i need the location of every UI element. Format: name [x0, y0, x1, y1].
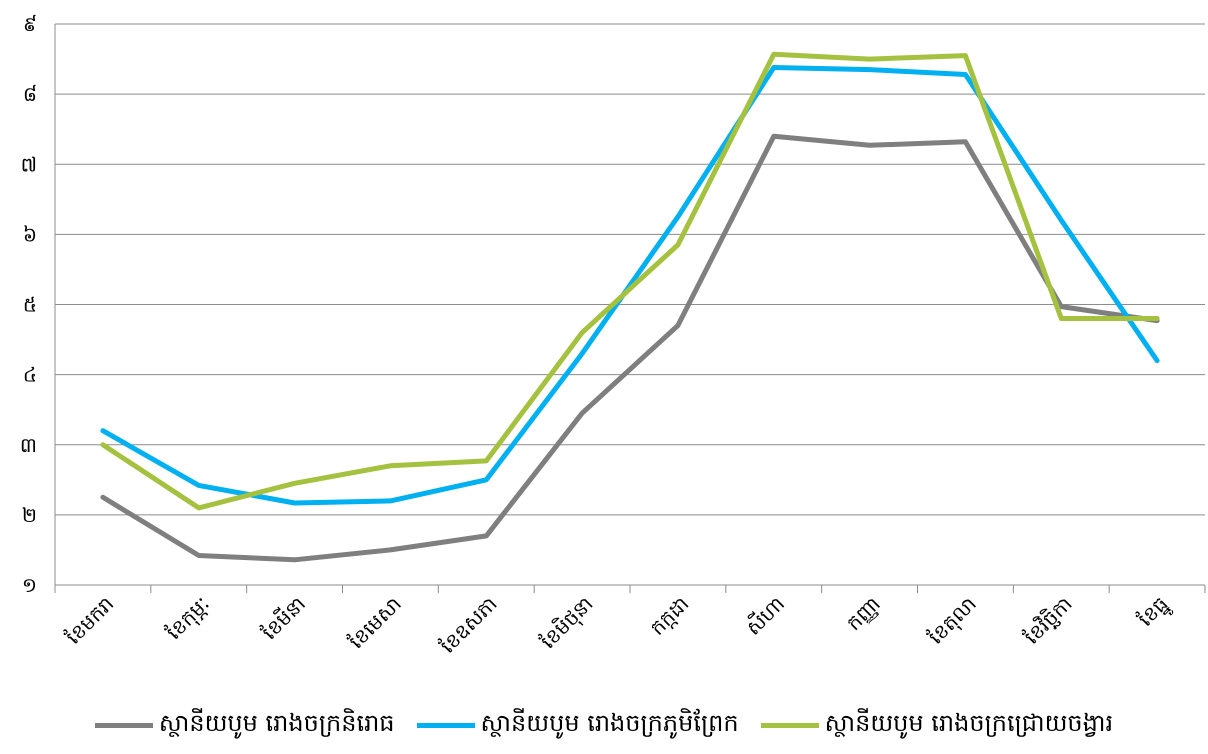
y-tick-label: ៦: [23, 222, 37, 246]
legend: ស្ថានីយបូម រោងចក្រនិរោធ ស្ថានីយបូម រោងចក…: [0, 700, 1208, 750]
legend-label-series-3: ស្ថានីយបូម រោងចក្រជ្រោយចង្វារ: [824, 708, 1114, 737]
x-tick-label: ខែធ្នូ: [1133, 592, 1175, 634]
series-line-1: [100, 133, 1160, 563]
x-tick-label: ខែវិច្ឆិកា: [1019, 591, 1077, 649]
x-tick-label: ខែតុលា: [924, 592, 983, 651]
x-tick-label: កញ្ញា: [841, 592, 885, 636]
series-lines: [100, 51, 1160, 563]
y-axis-tick-labels: ១ ២ ៣ ៤ ៥ ៦ ៧ ៨ ៩: [20, 12, 37, 597]
y-tick-label: ៣: [20, 433, 37, 457]
y-tick-label: ៩: [23, 12, 37, 36]
y-tick-label: ៥: [23, 293, 37, 317]
x-tick-label: ខែមេសា: [344, 592, 406, 654]
y-tick-label: ១: [22, 573, 37, 597]
x-tick-label: សីហា: [740, 591, 789, 640]
x-axis-tick-labels: ខែមករា ខែកុម្ភៈ ខែមីនា ខែមេសា ខែឧសភា ខែមិថុនា…: [61, 591, 1175, 658]
series-line-3: [100, 51, 1160, 511]
x-tick-label: ខែកុម្ភៈ: [162, 592, 216, 646]
y-tick-label: ២: [22, 503, 37, 527]
y-tick-label: ៧: [21, 152, 37, 176]
legend-item-series-1: ស្ថានីយបូម រោងចក្រនិរោធ: [94, 708, 395, 743]
legend-swatch-series-2: [416, 722, 475, 728]
x-tick-label: ខែមករា: [61, 592, 118, 649]
gridlines: [55, 23, 1205, 516]
x-tick-label: ខែមីនា: [257, 591, 311, 645]
legend-item-series-3: ស្ថានីយបូម រោងចក្រជ្រោយចង្វារ: [760, 708, 1114, 743]
y-tick-label: ៨: [23, 82, 37, 106]
series-line-2: [100, 65, 1160, 506]
legend-swatch-series-1: [94, 722, 153, 728]
axes: [54, 24, 1206, 593]
line-chart: ១ ២ ៣ ៤ ៥ ៦ ៧ ៨ ៩ ខែមករា ខែកុម្ភៈ ខែមីនា ខែមេសា ខែឧស…: [20, 12, 1206, 658]
legend-swatch-series-3: [760, 722, 819, 728]
y-tick-label: ៤: [23, 363, 37, 387]
legend-label-series-2: ស្ថានីយបូម រោងចក្រភូមិព្រែក: [480, 708, 739, 737]
x-tick-label: កក្កដា: [645, 592, 693, 640]
legend-item-series-2: ស្ថានីយបូម រោងចក្រភូមិព្រែក: [416, 708, 739, 743]
x-tick-label: ខែមិថុនា: [535, 591, 599, 655]
legend-label-series-1: ស្ថានីយបូម រោងចក្រនិរោធ: [158, 708, 395, 737]
x-tick-label: ខែឧសភា: [435, 592, 501, 658]
